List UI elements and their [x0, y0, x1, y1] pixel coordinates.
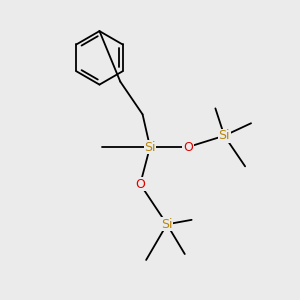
Text: Si: Si	[144, 140, 156, 154]
Text: O: O	[183, 140, 193, 154]
Text: Si: Si	[161, 218, 173, 231]
Text: Si: Si	[219, 129, 230, 142]
Text: O: O	[135, 178, 145, 191]
